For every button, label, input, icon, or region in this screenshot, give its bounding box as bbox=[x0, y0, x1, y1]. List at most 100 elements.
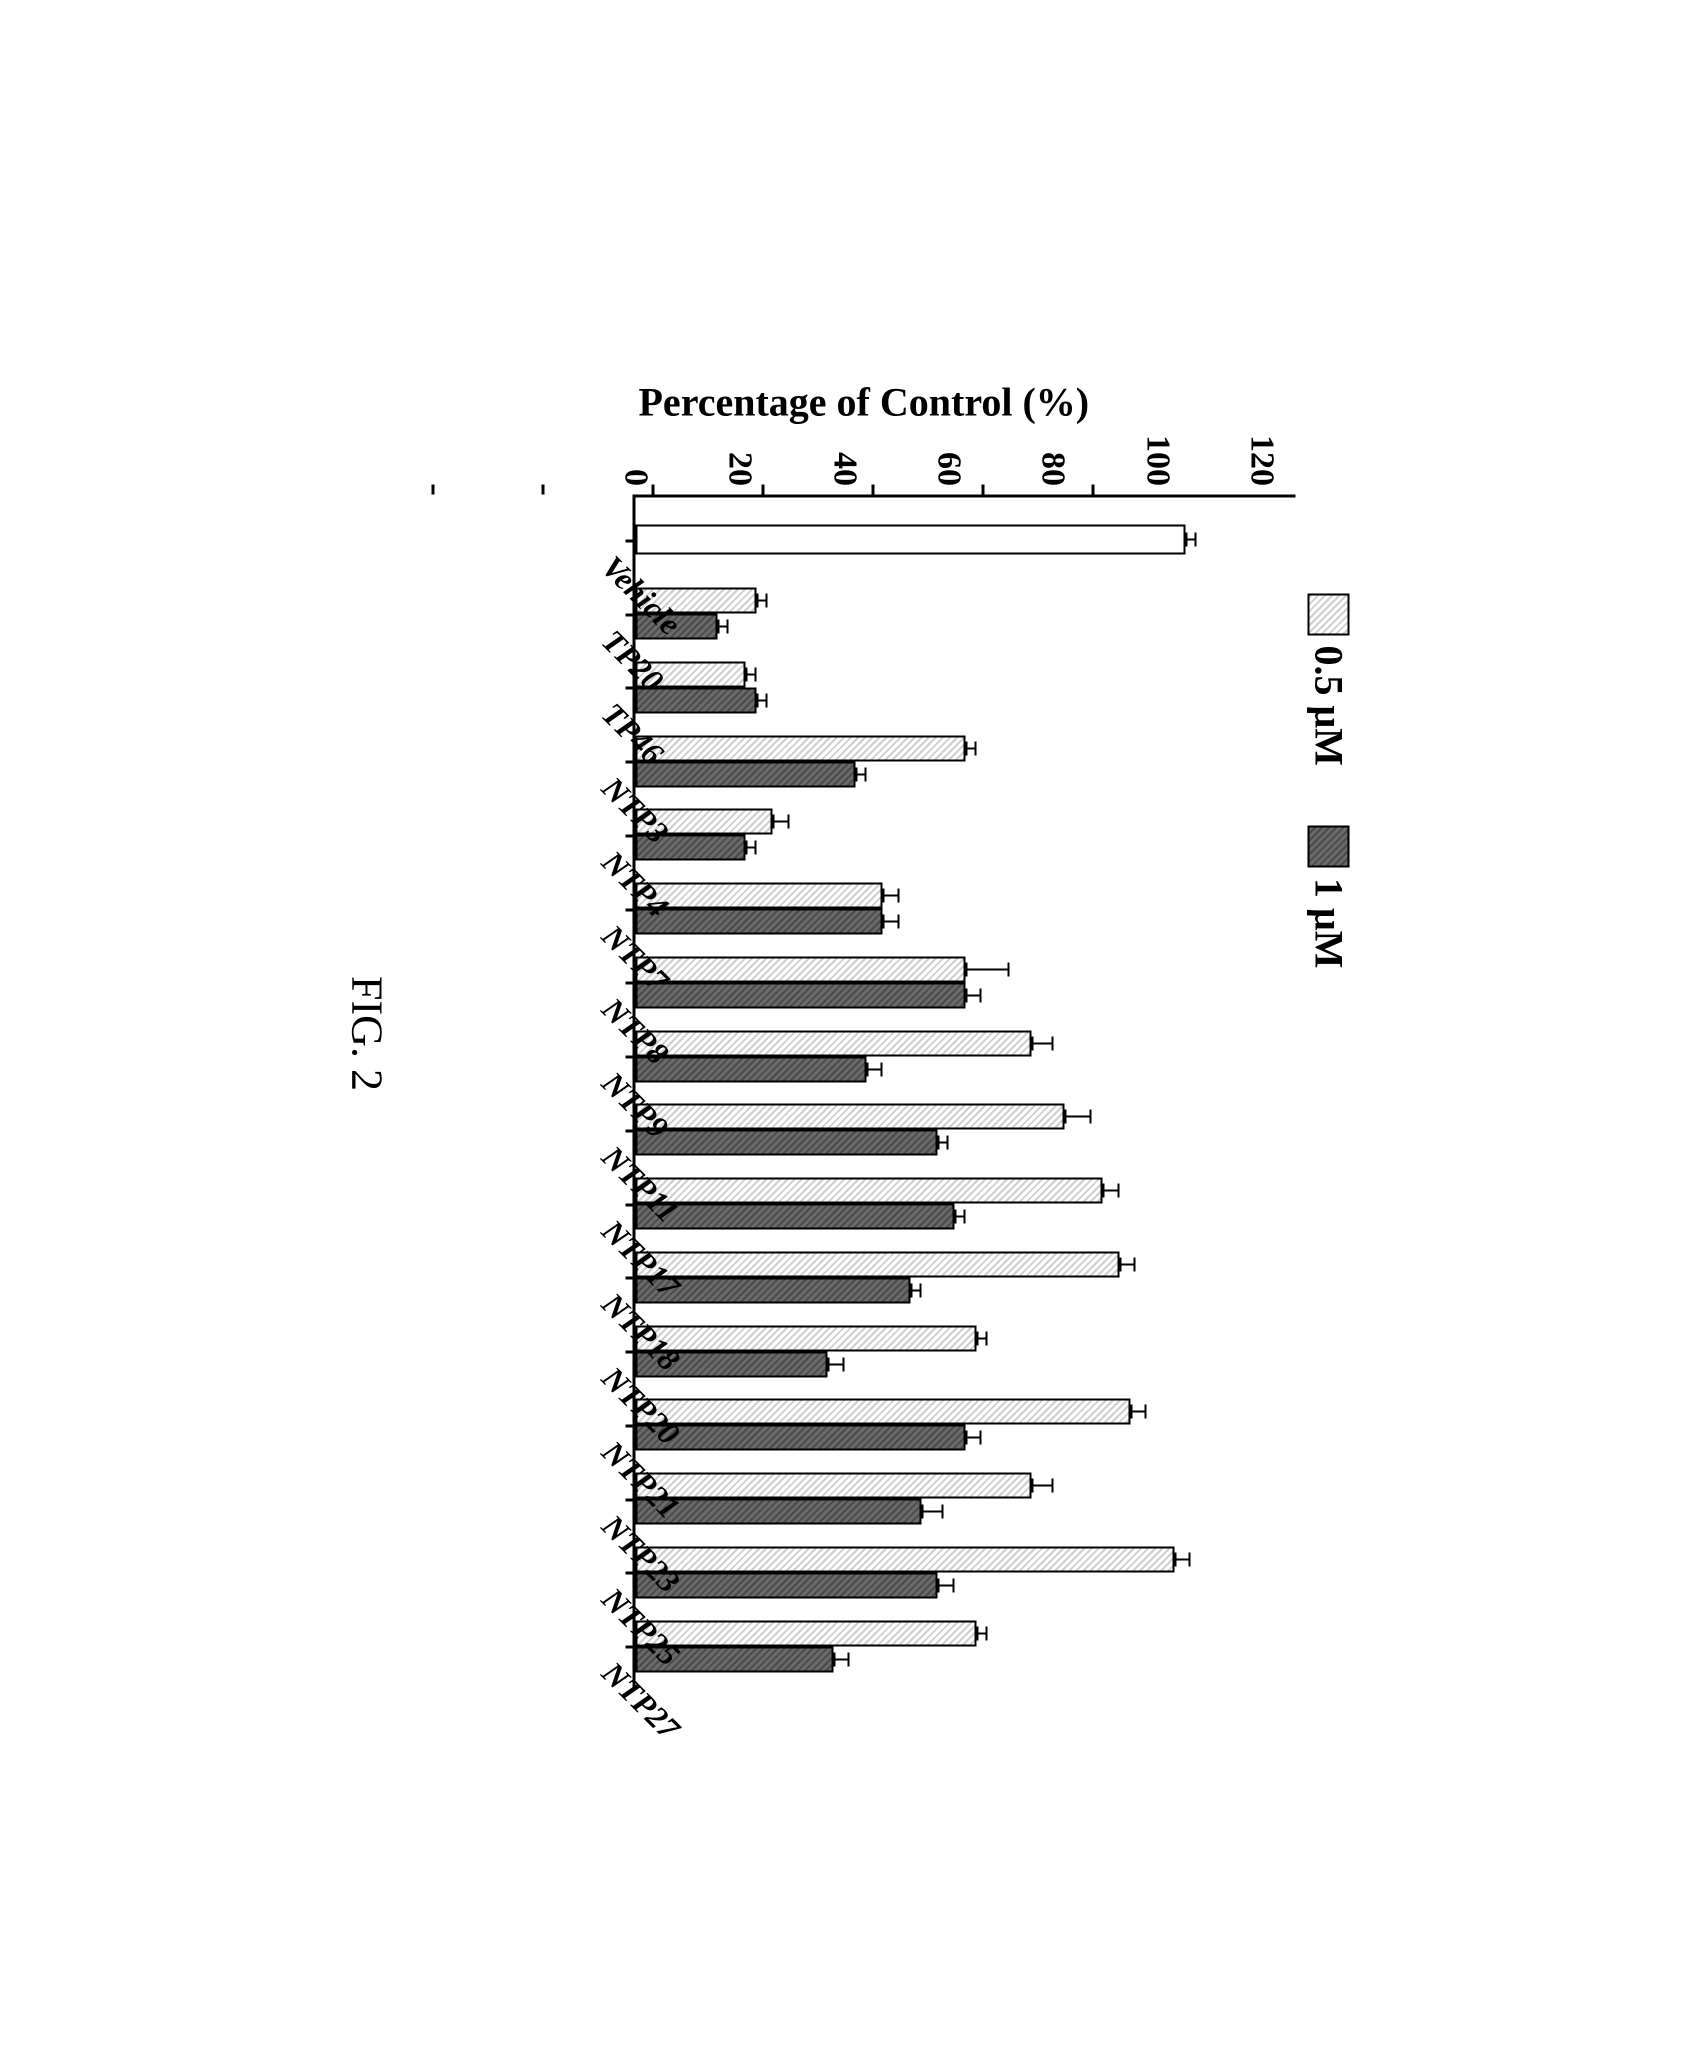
bar-vehicle bbox=[636, 524, 1186, 554]
plot-wrap: VehicleTP20TP46NTP3NTP4NTP7NTP8NTP9NTP11… bbox=[433, 494, 1296, 1689]
error-bar bbox=[856, 773, 867, 775]
bar-series0 bbox=[636, 1398, 1131, 1424]
y-tick-mark bbox=[762, 484, 765, 494]
bar-series0 bbox=[636, 735, 966, 761]
bar bbox=[636, 1620, 977, 1646]
bar-group bbox=[636, 1467, 1032, 1529]
bar bbox=[636, 956, 966, 982]
bar-series1 bbox=[636, 1056, 867, 1082]
bar-series1 bbox=[636, 1203, 955, 1229]
bar-group bbox=[636, 1172, 1104, 1234]
y-tick-label: 20 bbox=[723, 435, 757, 486]
bar-group bbox=[636, 951, 966, 1013]
error-bar bbox=[834, 1658, 851, 1660]
bar-group bbox=[636, 1320, 977, 1382]
error-bar bbox=[977, 1337, 988, 1339]
y-tick-label: 40 bbox=[827, 435, 861, 486]
legend-label-1: 1 μM bbox=[1306, 877, 1353, 967]
legend-item-0: 0.5 μM bbox=[1306, 593, 1353, 765]
legend: 0.5 μM 1 μM bbox=[1306, 593, 1353, 968]
error-bar bbox=[1065, 1115, 1093, 1117]
y-tick-mark bbox=[432, 484, 435, 494]
error-bar bbox=[883, 894, 900, 896]
bar bbox=[636, 1325, 977, 1351]
error-bar bbox=[966, 968, 1010, 970]
y-tick-mark bbox=[872, 484, 875, 494]
bar-group bbox=[636, 1541, 1175, 1603]
chart-row: Percentage of Control (%) 12010080604020… bbox=[433, 378, 1296, 1689]
bar-group bbox=[636, 1393, 1131, 1455]
legend-swatch-0 bbox=[1308, 593, 1350, 635]
error-bar bbox=[938, 1141, 949, 1143]
error-bar bbox=[718, 625, 729, 627]
bar-series0 bbox=[636, 1546, 1175, 1572]
bar-group bbox=[636, 1615, 977, 1677]
y-tick-mark bbox=[982, 484, 985, 494]
legend-swatch-1 bbox=[1308, 825, 1350, 867]
bar bbox=[636, 982, 966, 1008]
y-tick-label: 80 bbox=[1036, 435, 1070, 486]
bar-series0 bbox=[636, 1472, 1032, 1498]
bar bbox=[636, 761, 856, 787]
bar-series0 bbox=[636, 956, 966, 982]
y-tick-mark bbox=[652, 484, 655, 494]
bar-series0 bbox=[636, 1177, 1104, 1203]
bar bbox=[636, 1103, 1065, 1129]
error-bar bbox=[757, 599, 768, 601]
figure-caption: FIG. 2 bbox=[342, 976, 393, 1091]
bar-group bbox=[636, 1025, 1032, 1087]
error-bar bbox=[1175, 1558, 1192, 1560]
error-bar bbox=[883, 920, 900, 922]
error-bar bbox=[746, 846, 757, 848]
error-bar bbox=[1032, 1042, 1054, 1044]
bar bbox=[636, 524, 1186, 554]
error-bar bbox=[977, 1632, 988, 1634]
bar bbox=[636, 1056, 867, 1082]
error-bar bbox=[828, 1363, 845, 1365]
y-tick-marks bbox=[433, 484, 1296, 494]
error-bar bbox=[966, 1436, 983, 1438]
x-axis-labels: VehicleTP20TP46NTP3NTP4NTP7NTP8NTP9NTP11… bbox=[433, 497, 633, 1677]
page: 0.5 μM 1 μM Percentage of Control (%) 12… bbox=[0, 0, 1694, 2066]
legend-label-0: 0.5 μM bbox=[1306, 645, 1353, 765]
error-bar bbox=[757, 699, 768, 701]
error-bar bbox=[922, 1510, 944, 1512]
bar-series1 bbox=[636, 687, 757, 713]
error-bar bbox=[911, 1289, 922, 1291]
bar bbox=[636, 908, 884, 934]
bar bbox=[636, 687, 757, 713]
error-bar bbox=[1186, 538, 1197, 540]
bar bbox=[636, 1030, 1032, 1056]
bar-series0 bbox=[636, 1620, 977, 1646]
error-bar bbox=[773, 820, 790, 822]
bar-series1 bbox=[636, 1129, 939, 1155]
bar bbox=[636, 735, 966, 761]
bar-series1 bbox=[636, 761, 856, 787]
plot-area bbox=[633, 494, 1296, 1689]
bar-group bbox=[636, 730, 966, 792]
error-bar bbox=[966, 747, 977, 749]
y-tick-mark bbox=[542, 484, 545, 494]
error-bar bbox=[966, 994, 983, 996]
bar bbox=[636, 1472, 1032, 1498]
bar-series0 bbox=[636, 1325, 977, 1351]
bar-group bbox=[636, 877, 884, 939]
bar bbox=[636, 1177, 1104, 1203]
error-bar bbox=[1032, 1484, 1054, 1486]
y-tick-label: 60 bbox=[932, 435, 966, 486]
rotated-figure-container: 0.5 μM 1 μM Percentage of Control (%) 12… bbox=[342, 333, 1353, 1733]
error-bar bbox=[955, 1215, 966, 1217]
figure: 0.5 μM 1 μM Percentage of Control (%) 12… bbox=[342, 333, 1353, 1733]
bar-series1 bbox=[636, 1424, 966, 1450]
bar-series0 bbox=[636, 1030, 1032, 1056]
bar bbox=[636, 1251, 1120, 1277]
error-bar bbox=[867, 1068, 884, 1070]
bar bbox=[636, 1546, 1175, 1572]
y-tick-mark bbox=[1092, 484, 1095, 494]
error-bar bbox=[1103, 1189, 1120, 1191]
bar-group bbox=[636, 1098, 1065, 1160]
y-tick-label: 100 bbox=[1140, 435, 1174, 486]
bar-series0 bbox=[636, 1103, 1065, 1129]
error-bar bbox=[1120, 1263, 1137, 1265]
bar-series0 bbox=[636, 1251, 1120, 1277]
